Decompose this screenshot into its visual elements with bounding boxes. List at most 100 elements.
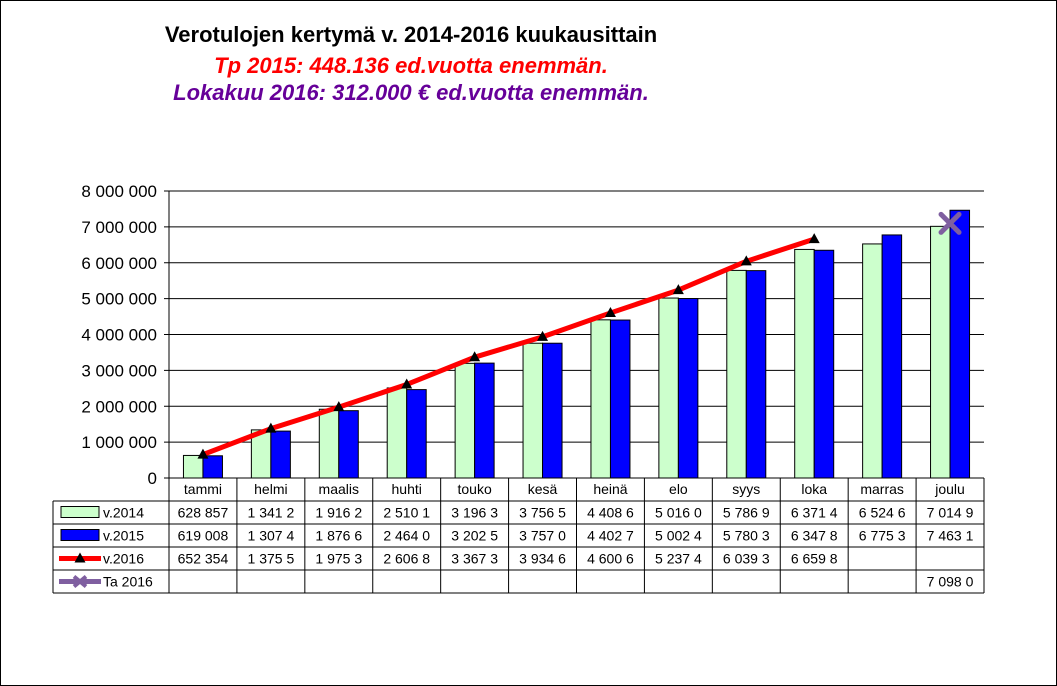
point-v.2016-maalis	[333, 401, 345, 412]
legend-label-v.2016: v.2016	[103, 551, 144, 567]
bar-v.2015-maalis	[338, 410, 359, 479]
bar-v.2014-heinä	[590, 319, 611, 479]
table-cell-v.2014-maalis: 1 916 2	[315, 505, 362, 521]
chart-title: Verotulojen kertymä v. 2014-2016 kuukaus…	[164, 22, 658, 47]
ytick-label-0: 0	[148, 469, 157, 488]
table-cell-v.2014-heinä: 4 408 6	[587, 505, 634, 521]
table-cell-v.2014-tammi: 628 857	[178, 505, 229, 521]
category-label-marras: marras	[860, 481, 904, 497]
table-cell-v.2016-loka: 6 659 8	[791, 551, 838, 567]
point-Ta 2016-joulu	[938, 211, 962, 235]
table-cell-v.2014-elo: 5 016 0	[655, 505, 702, 521]
subtitle-2015: Tp 2015: 448.136 ed.vuotta enemmän.	[214, 53, 608, 78]
bar-v.2015-joulu	[949, 209, 971, 479]
table-cell-v.2014-marras: 6 524 6	[859, 505, 906, 521]
table-cell-v.2015-joulu: 7 463 1	[927, 528, 974, 544]
bar-v.2015-marras	[881, 234, 903, 479]
legend-key-v.2015	[60, 529, 100, 541]
bar-v.2015-syys	[745, 270, 767, 479]
table-cell-v.2014-loka: 6 371 4	[791, 505, 838, 521]
table-cell-v.2015-touko: 3 202 5	[451, 528, 498, 544]
table-cell-v.2014-helmi: 1 341 2	[248, 505, 295, 521]
point-v.2016-tammi	[197, 448, 209, 459]
table-cell-v.2016-tammi: 652 354	[178, 551, 229, 567]
table-cell-v.2014-huhti: 2 510 1	[383, 505, 430, 521]
table-cell-v.2016-touko: 3 367 3	[451, 551, 498, 567]
legend-marker-b-Ta 2016	[72, 574, 88, 589]
bar-v.2015-heinä	[609, 319, 631, 479]
category-label-tammi: tammi	[184, 481, 222, 497]
bar-v.2015-touko	[474, 362, 495, 479]
category-label-helmi: helmi	[254, 481, 287, 497]
table-cell-v.2015-elo: 5 002 4	[655, 528, 702, 544]
ytick-label-5: 5 000 000	[81, 290, 157, 309]
category-label-kesä: kesä	[528, 481, 558, 497]
bar-v.2014-joulu	[930, 225, 951, 479]
legend-label-v.2014: v.2014	[103, 505, 144, 521]
table-cell-v.2015-marras: 6 775 3	[859, 528, 906, 544]
table-cell-v.2015-syys: 5 780 3	[723, 528, 770, 544]
point-v.2016-huhti	[401, 378, 413, 389]
table-cell-v.2015-loka: 6 347 8	[791, 528, 838, 544]
table-cell-v.2015-tammi: 619 008	[178, 528, 229, 544]
table-cell-v.2015-huhti: 2 464 0	[383, 528, 430, 544]
ytick-label-1: 1 000 000	[81, 433, 157, 452]
ytick-label-7: 7 000 000	[81, 218, 157, 237]
ytick-label-4: 4 000 000	[81, 326, 157, 345]
point-v.2016-kesä	[537, 330, 549, 341]
category-label-syys: syys	[732, 481, 760, 497]
ytick-label-2: 2 000 000	[81, 397, 157, 416]
bar-v.2014-touko	[454, 362, 476, 479]
bar-v.2014-syys	[726, 269, 747, 479]
point-v.2016-helmi	[265, 422, 277, 433]
table-cell-v.2016-maalis: 1 975 3	[315, 551, 362, 567]
table-cell-v.2015-helmi: 1 307 4	[248, 528, 295, 544]
ytick-label-8: 8 000 000	[81, 182, 157, 201]
table-cell-v.2016-kesä: 3 934 6	[519, 551, 566, 567]
point-v.2016-elo	[672, 284, 684, 295]
point-v.2016-heinä	[604, 306, 616, 317]
line-v.2016	[202, 236, 815, 457]
legend-label-Ta 2016: Ta 2016	[103, 574, 153, 590]
category-label-huhti: huhti	[392, 481, 422, 497]
table-cell-v.2014-joulu: 7 014 9	[927, 505, 974, 521]
category-label-heinä: heinä	[593, 481, 627, 497]
category-label-loka: loka	[801, 481, 827, 497]
bar-v.2015-loka	[813, 249, 835, 479]
category-label-elo: elo	[669, 481, 688, 497]
legend-key-v.2014	[60, 506, 100, 518]
bar-v.2014-huhti	[386, 387, 408, 479]
table-cell-v.2016-elo: 5 237 4	[655, 551, 702, 567]
legend-label-v.2015: v.2015	[103, 528, 144, 544]
table-cell-v.2016-syys: 6 039 3	[723, 551, 770, 567]
bar-v.2014-elo	[658, 297, 679, 479]
bar-v.2015-kesä	[542, 342, 563, 479]
point-v.2016-loka	[808, 233, 820, 244]
legend-marker-v.2016	[74, 552, 86, 563]
table-cell-v.2015-kesä: 3 757 0	[519, 528, 566, 544]
table-cell-v.2016-heinä: 4 600 6	[587, 551, 634, 567]
bar-v.2014-loka	[794, 248, 815, 479]
bar-v.2015-elo	[677, 298, 699, 479]
table-cell-v.2015-maalis: 1 876 6	[315, 528, 362, 544]
bar-v.2015-tammi	[202, 455, 223, 479]
subtitle-2016: Lokakuu 2016: 312.000 € ed.vuotta enemmä…	[173, 80, 649, 105]
point-v.2016-syys	[740, 255, 752, 266]
bar-v.2015-helmi	[270, 430, 291, 479]
table-cell-v.2016-huhti: 2 606 8	[383, 551, 430, 567]
table-cell-v.2014-kesä: 3 756 5	[519, 505, 566, 521]
category-label-maalis: maalis	[319, 481, 359, 497]
point-v.2016-touko	[469, 351, 481, 362]
bar-v.2014-marras	[862, 243, 883, 479]
marker-stroke-b	[938, 211, 962, 235]
ytick-label-6: 6 000 000	[81, 254, 157, 273]
table-cell-v.2015-heinä: 4 402 7	[587, 528, 634, 544]
bar-v.2015-huhti	[406, 389, 427, 479]
bar-v.2014-maalis	[318, 408, 340, 479]
bar-v.2014-kesä	[522, 342, 544, 479]
table-cell-v.2016-helmi: 1 375 5	[248, 551, 295, 567]
table-cell-v.2014-touko: 3 196 3	[451, 505, 498, 521]
table-cell-v.2014-syys: 5 786 9	[723, 505, 770, 521]
bar-v.2014-tammi	[182, 454, 204, 479]
